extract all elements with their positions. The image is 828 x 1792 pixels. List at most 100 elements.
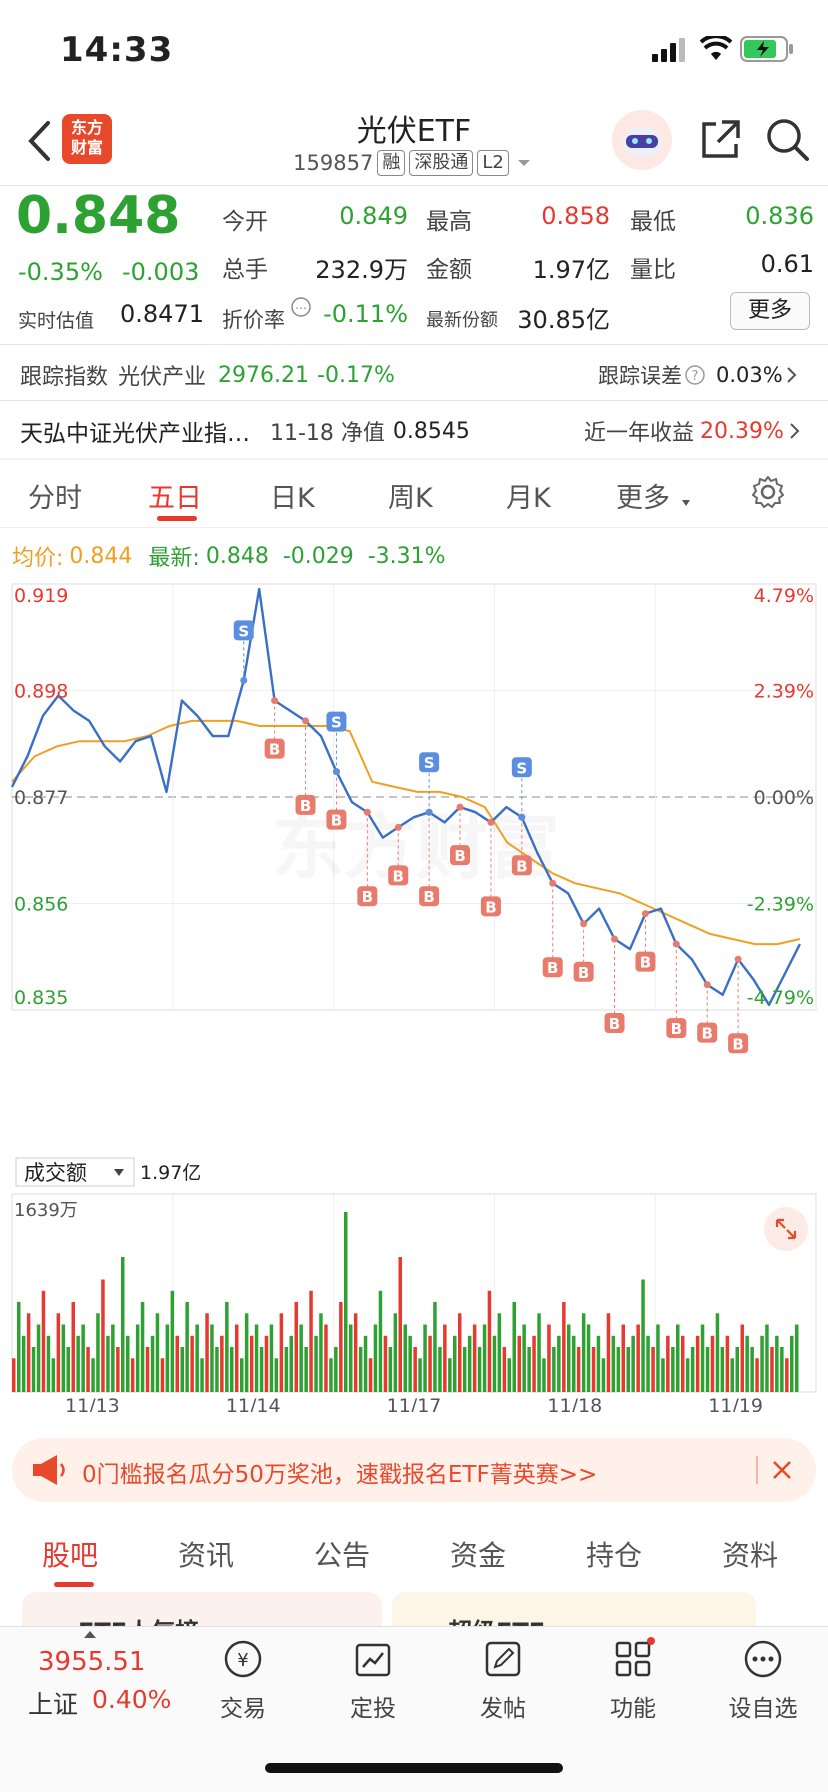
latest-value: 0.848 [205, 543, 269, 569]
promo-card-right[interactable]: 超级ETF [392, 1592, 756, 1628]
volume-bar [299, 1324, 303, 1392]
tracking-index-label: 跟踪指数 [20, 365, 109, 390]
volume-bar [656, 1324, 660, 1392]
tab-five-day[interactable]: 五日 [148, 483, 202, 514]
share-icon[interactable] [698, 118, 742, 162]
volume-bar [666, 1335, 670, 1393]
buy-marker [419, 886, 440, 907]
volume-bar [304, 1347, 308, 1392]
nav-functions-label: 功能 [610, 1696, 656, 1722]
index-value[interactable]: 3955.51 [38, 1647, 146, 1677]
expand-button[interactable] [764, 1207, 808, 1251]
grid-icon [615, 1637, 655, 1677]
close-icon[interactable] [770, 1458, 794, 1482]
tab-announcements[interactable]: 公告 [314, 1539, 371, 1572]
volume-bar [244, 1313, 249, 1393]
change-value: -0.003 [122, 258, 200, 286]
volume-bar [517, 1335, 521, 1393]
tab-capital[interactable]: 资金 [450, 1539, 507, 1572]
nav-watchlist[interactable]: 设自选 [708, 1637, 818, 1723]
volume-bar [175, 1335, 179, 1393]
tracking-error-row[interactable]: 跟踪误差 ? 0.03% [598, 360, 801, 390]
info-icon[interactable]: … [290, 296, 312, 318]
invest-plan-icon [355, 1643, 391, 1677]
volume-bar [572, 1335, 576, 1393]
promo-card-right-text: 超级ETF [448, 1612, 545, 1628]
marker-dot [549, 879, 557, 887]
tab-holdings[interactable]: 持仓 [586, 1539, 643, 1572]
volume-bar [61, 1324, 66, 1392]
volume-selector-box[interactable] [15, 1157, 135, 1187]
volume-bar [750, 1347, 754, 1392]
expand-button-bg[interactable] [764, 1207, 808, 1251]
marker-dot [363, 808, 371, 816]
tab-guba[interactable]: 股吧 [42, 1539, 99, 1572]
fund-nav-value: 0.8545 [392, 418, 470, 444]
marker-letter: B [269, 741, 280, 759]
svg-text:?: ? [692, 369, 699, 384]
marker-letter: B [547, 959, 558, 977]
back-icon[interactable] [26, 120, 52, 162]
volume-bar [31, 1347, 36, 1392]
volume-bar [497, 1313, 502, 1393]
premium-value: -0.11% [323, 300, 408, 328]
y-tick-right: -4.79% [747, 987, 814, 1009]
volume-bar [423, 1324, 427, 1392]
banner-divider [756, 1456, 758, 1484]
yearly-return-row[interactable]: 近一年收益 20.39% [584, 416, 806, 446]
tab-news[interactable]: 资讯 [178, 1539, 235, 1572]
volume-selector[interactable]: 成交额 [15, 1157, 135, 1187]
volume-bar [309, 1290, 313, 1393]
volume-bar [150, 1335, 155, 1393]
vol-ratio-label: 量比 [630, 257, 676, 283]
volume-bar [581, 1313, 586, 1393]
nav-functions[interactable]: 功能 [578, 1637, 688, 1723]
open-label: 今开 [222, 209, 268, 235]
y-tick-left: 0.856 [14, 894, 68, 916]
volume-value: 232.9万 [315, 256, 408, 284]
marker-letter: B [702, 1025, 713, 1043]
avg-value: 0.844 [69, 543, 133, 569]
nav-post-label: 发帖 [480, 1696, 526, 1722]
tab-more[interactable]: 更多 [616, 483, 670, 514]
price-series [10, 587, 801, 1007]
volume-bar [319, 1313, 323, 1393]
volume-bar [259, 1347, 264, 1392]
gear-icon[interactable] [750, 474, 786, 510]
tab-monthly-k[interactable]: 月K [506, 483, 551, 514]
volume-bar [433, 1302, 437, 1392]
marker-dot [332, 768, 340, 776]
volume-bar [215, 1347, 219, 1392]
promo-banner[interactable]: 0门槛报名瓜分50万奖池，速戳报名ETF菁英赛>> [12, 1438, 816, 1502]
open-value: 0.849 [339, 202, 408, 230]
search-icon[interactable] [764, 116, 812, 164]
tab-profile[interactable]: 资料 [722, 1539, 779, 1572]
more-quote-button[interactable]: 更多 [730, 292, 810, 330]
security-code-row[interactable]: 159857 融 深股通 L2 [0, 150, 828, 176]
tab-weekly-k[interactable]: 周K [388, 483, 433, 514]
tracking-index-row[interactable]: 跟踪指数 光伏产业 2976.21 -0.17% [20, 360, 395, 391]
promo-card-left[interactable]: ETF人气榜 [22, 1592, 382, 1628]
nav-plan-label: 定投 [350, 1696, 396, 1722]
nav-plan[interactable]: 定投 [318, 1637, 428, 1723]
volume-bar [160, 1358, 165, 1393]
volume-bar [51, 1358, 56, 1393]
tab-intraday[interactable]: 分时 [28, 483, 82, 514]
volume-bar [443, 1324, 447, 1392]
nav-post[interactable]: 发帖 [448, 1637, 558, 1723]
tab-active-indicator [157, 516, 197, 521]
nav-trade[interactable]: ¥ 交易 [188, 1637, 298, 1723]
y-tick-left: 0.877 [14, 787, 68, 809]
volume-bar [353, 1313, 358, 1393]
edit-icon [485, 1641, 521, 1677]
volume-bar [289, 1335, 293, 1393]
fund-row[interactable]: 天弘中证光伏产业指… 11-18 净值 0.8545 [20, 416, 470, 448]
volume-bar [795, 1324, 799, 1392]
chart-grid [11, 583, 817, 1393]
tab-daily-k[interactable]: 日K [270, 483, 315, 514]
volume-bar [487, 1290, 492, 1393]
ai-assistant-icon[interactable] [610, 108, 674, 172]
trade-icon: ¥ [224, 1640, 262, 1678]
tracking-error-value: 0.03% [716, 363, 783, 387]
